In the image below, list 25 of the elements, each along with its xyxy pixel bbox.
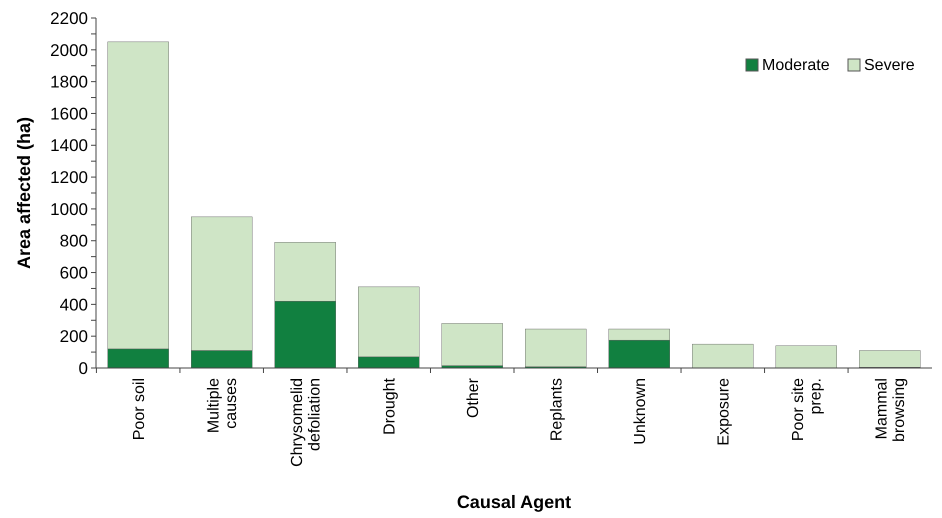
y-tick-label: 200: [60, 327, 88, 346]
x-tick-label: Exposure: [715, 378, 732, 446]
x-axis-title: Causal Agent: [456, 492, 572, 512]
y-tick-label: 0: [78, 358, 88, 378]
y-axis-title: Area affected (ha): [14, 116, 34, 270]
y-tick-label: 800: [60, 232, 88, 251]
x-tick-label: Other: [464, 377, 482, 418]
y-tick-label: 1800: [50, 72, 88, 92]
legend-label: Severe: [864, 57, 915, 74]
y-tick-label: 1400: [50, 136, 88, 156]
y-tick-label: 1600: [50, 104, 88, 124]
y-tick-label: 1200: [50, 168, 88, 188]
y-tick-label: 1000: [50, 200, 88, 219]
y-tick-label: 2200: [50, 8, 88, 28]
x-tick-label: Poor soil: [130, 378, 148, 440]
x-tick-label: Mammal browsing: [874, 378, 908, 442]
legend-label: Moderate: [762, 57, 830, 74]
x-tick-label: Multiple causes: [205, 378, 240, 434]
y-tick-label: 600: [60, 263, 88, 282]
y-tick-label: 400: [60, 295, 88, 314]
y-tick-label: 2000: [50, 40, 88, 60]
x-tick-label: Replants: [548, 378, 566, 442]
x-tick-label: Unknown: [632, 378, 649, 445]
x-tick-label: Drought: [381, 377, 398, 435]
x-tick-label: Poor site prep.: [790, 378, 825, 442]
